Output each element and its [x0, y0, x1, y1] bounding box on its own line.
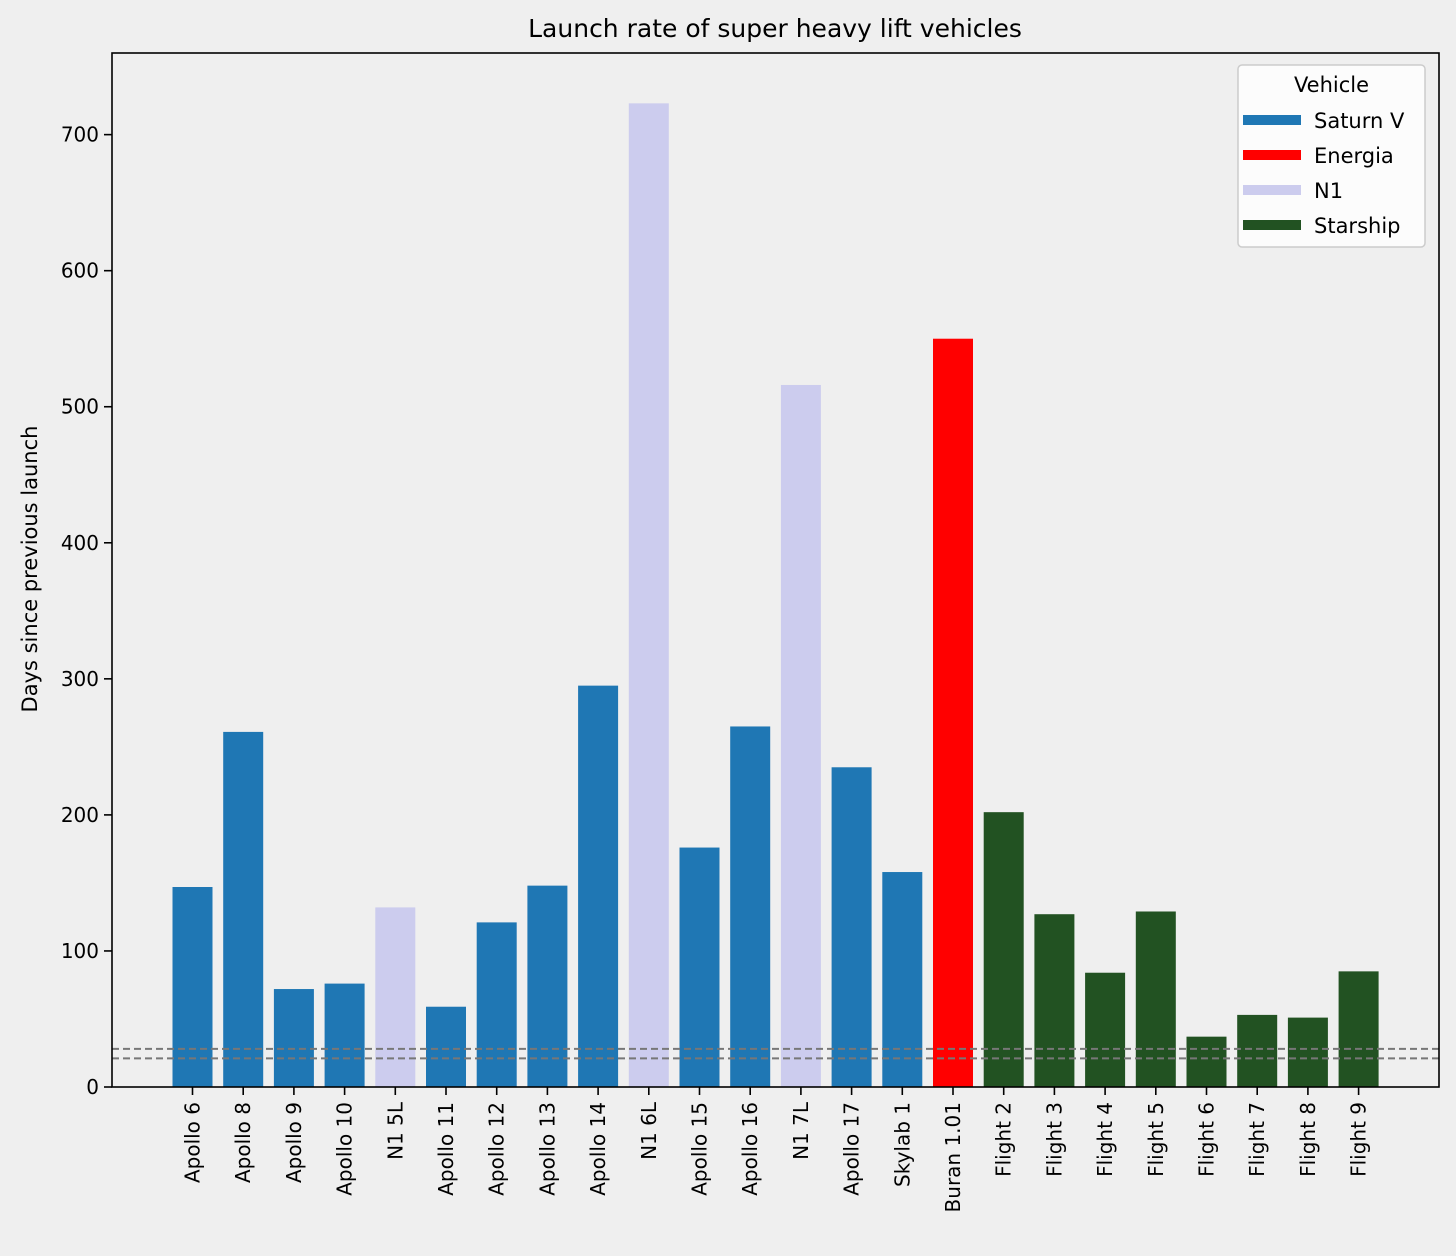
- x-tick-label-apollo-12: Apollo 12: [485, 1102, 509, 1196]
- x-tick-label-flight-2: Flight 2: [992, 1102, 1016, 1177]
- x-tick-label-flight-5: Flight 5: [1144, 1102, 1168, 1177]
- legend-label-saturn-v: Saturn V: [1314, 109, 1405, 133]
- legend-title: Vehicle: [1294, 73, 1369, 97]
- plot-background: [112, 53, 1439, 1087]
- legend-swatch-energia: [1243, 150, 1301, 160]
- x-tick-label-flight-8: Flight 8: [1296, 1102, 1320, 1177]
- bar-flight-6: [1186, 1036, 1227, 1087]
- x-tick-label-apollo-17: Apollo 17: [840, 1102, 864, 1196]
- bar-apollo-9: [273, 989, 314, 1087]
- y-axis-ticks: 0 100 200 300 400 500 600 700: [61, 123, 112, 1099]
- x-tick-label-apollo-16: Apollo 16: [738, 1102, 762, 1196]
- bar-n1-6l: [628, 103, 669, 1088]
- bar-n1-7l: [780, 384, 821, 1088]
- bar-apollo-16: [730, 726, 771, 1087]
- x-tick-label-skylab-1: Skylab 1: [890, 1102, 914, 1187]
- y-axis-label: Days since previous launch: [18, 426, 42, 713]
- bar-skylab-1: [882, 872, 923, 1087]
- legend-label-energia: Energia: [1314, 144, 1394, 168]
- legend: Vehicle Saturn V Energia N1 Starship: [1237, 64, 1426, 248]
- x-tick-label-n1-5l: N1 5L: [383, 1101, 407, 1160]
- bar-apollo-13: [527, 885, 568, 1087]
- x-tick-label-apollo-8: Apollo 8: [231, 1102, 255, 1183]
- chart-title: Launch rate of super heavy lift vehicles: [528, 14, 1022, 43]
- y-tick-label-0: 0: [86, 1075, 99, 1099]
- legend-label-starship: Starship: [1314, 214, 1400, 238]
- bar-apollo-12: [476, 922, 517, 1087]
- bar-apollo-15: [679, 847, 720, 1087]
- bar-flight-4: [1085, 972, 1126, 1087]
- legend-swatch-saturn-v: [1243, 115, 1301, 125]
- plot-area: [112, 53, 1439, 1087]
- x-tick-label-apollo-9: Apollo 9: [282, 1102, 306, 1183]
- x-tick-label-buran-1-01: Buran 1.01: [941, 1102, 965, 1212]
- x-tick-label-flight-7: Flight 7: [1245, 1102, 1269, 1177]
- bar-flight-2: [983, 812, 1024, 1087]
- y-tick-label-100: 100: [61, 939, 99, 963]
- x-tick-label-flight-6: Flight 6: [1195, 1102, 1219, 1177]
- reference-lines: [112, 1047, 1439, 1060]
- axes: [111, 52, 1440, 1088]
- bar-flight-9: [1338, 971, 1379, 1087]
- y-tick-label-200: 200: [61, 803, 99, 827]
- x-tick-label-apollo-11: Apollo 11: [434, 1102, 458, 1196]
- x-tick-label-apollo-13: Apollo 13: [535, 1102, 559, 1196]
- x-axis-ticks: Apollo 6 Apollo 8 Apollo 9 Apollo 10 N1 5L Ap…: [181, 1087, 1371, 1212]
- axes-frame: [111, 52, 1440, 1088]
- bar-n1-5l: [375, 907, 416, 1087]
- bar-apollo-14: [578, 685, 619, 1087]
- x-tick-label-n1-6l: N1 6L: [637, 1101, 661, 1160]
- y-tick-label-500: 500: [61, 395, 99, 419]
- x-tick-label-flight-9: Flight 9: [1347, 1102, 1371, 1177]
- legend-swatch-n1: [1243, 185, 1301, 195]
- y-tick-label-700: 700: [61, 123, 99, 147]
- bar-flight-5: [1135, 911, 1176, 1087]
- bar-flight-8: [1287, 1017, 1328, 1087]
- x-tick-label-n1-7l: N1 7L: [789, 1101, 813, 1160]
- bar-apollo-17: [831, 767, 872, 1087]
- y-tick-label-400: 400: [61, 531, 99, 555]
- bar-flight-3: [1034, 914, 1075, 1087]
- bar-apollo-11: [426, 1006, 466, 1087]
- bar-apollo-6: [172, 887, 213, 1087]
- x-tick-label-flight-4: Flight 4: [1093, 1102, 1117, 1177]
- x-tick-label-apollo-14: Apollo 14: [586, 1102, 610, 1196]
- bars: [172, 103, 1379, 1088]
- x-tick-label-apollo-15: Apollo 15: [688, 1102, 712, 1196]
- y-tick-label-300: 300: [61, 667, 99, 691]
- legend-swatch-starship: [1243, 220, 1301, 230]
- x-tick-label-apollo-6: Apollo 6: [181, 1102, 205, 1183]
- bar-apollo-8: [223, 731, 264, 1087]
- bar-apollo-10: [324, 983, 365, 1087]
- bar-buran-1-01: [933, 338, 973, 1088]
- y-tick-label-600: 600: [61, 259, 99, 283]
- x-tick-label-flight-3: Flight 3: [1042, 1102, 1066, 1177]
- x-tick-label-apollo-10: Apollo 10: [333, 1102, 357, 1196]
- legend-box: [1237, 64, 1426, 248]
- bar-flight-7: [1237, 1014, 1278, 1087]
- legend-label-n1: N1: [1314, 179, 1343, 203]
